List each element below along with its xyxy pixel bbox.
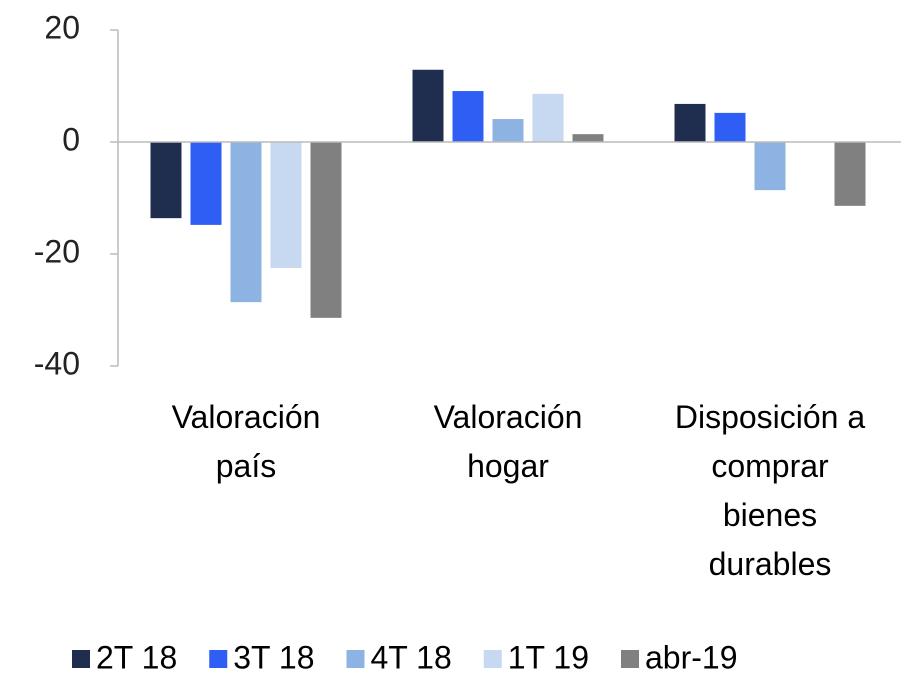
y-tick-label: -40 xyxy=(34,345,80,381)
legend-swatch xyxy=(346,650,365,668)
bar xyxy=(674,103,706,142)
x-tick-label: Valoración país xyxy=(172,399,321,484)
y-tick-label: -20 xyxy=(34,233,80,269)
legend-swatch xyxy=(209,650,228,668)
legend-label: 3T 18 xyxy=(233,639,314,675)
bar xyxy=(714,112,746,142)
bar xyxy=(572,134,604,142)
y-tick-label: 0 xyxy=(62,121,80,157)
bar xyxy=(532,93,564,142)
legend-label: abr-19 xyxy=(645,639,738,675)
bar xyxy=(492,119,524,142)
legend-label: 1T 19 xyxy=(508,639,589,675)
bar xyxy=(834,142,866,206)
bar xyxy=(190,142,222,225)
x-tick-label: Valoración hogar xyxy=(434,399,583,484)
bar xyxy=(150,142,182,219)
bar xyxy=(452,91,484,142)
bar xyxy=(310,142,342,318)
bar xyxy=(230,142,262,303)
legend-swatch xyxy=(72,650,90,668)
legend-label: 2T 18 xyxy=(96,639,177,675)
legend-swatch xyxy=(483,650,502,668)
y-tick-label: 20 xyxy=(44,9,80,45)
legend-swatch xyxy=(621,650,639,668)
bar xyxy=(754,142,786,191)
legend-label: 4T 18 xyxy=(371,639,452,675)
bar xyxy=(412,69,444,142)
x-tick-label: Disposición a comprar bienes durables xyxy=(675,399,866,582)
bar xyxy=(270,142,302,268)
